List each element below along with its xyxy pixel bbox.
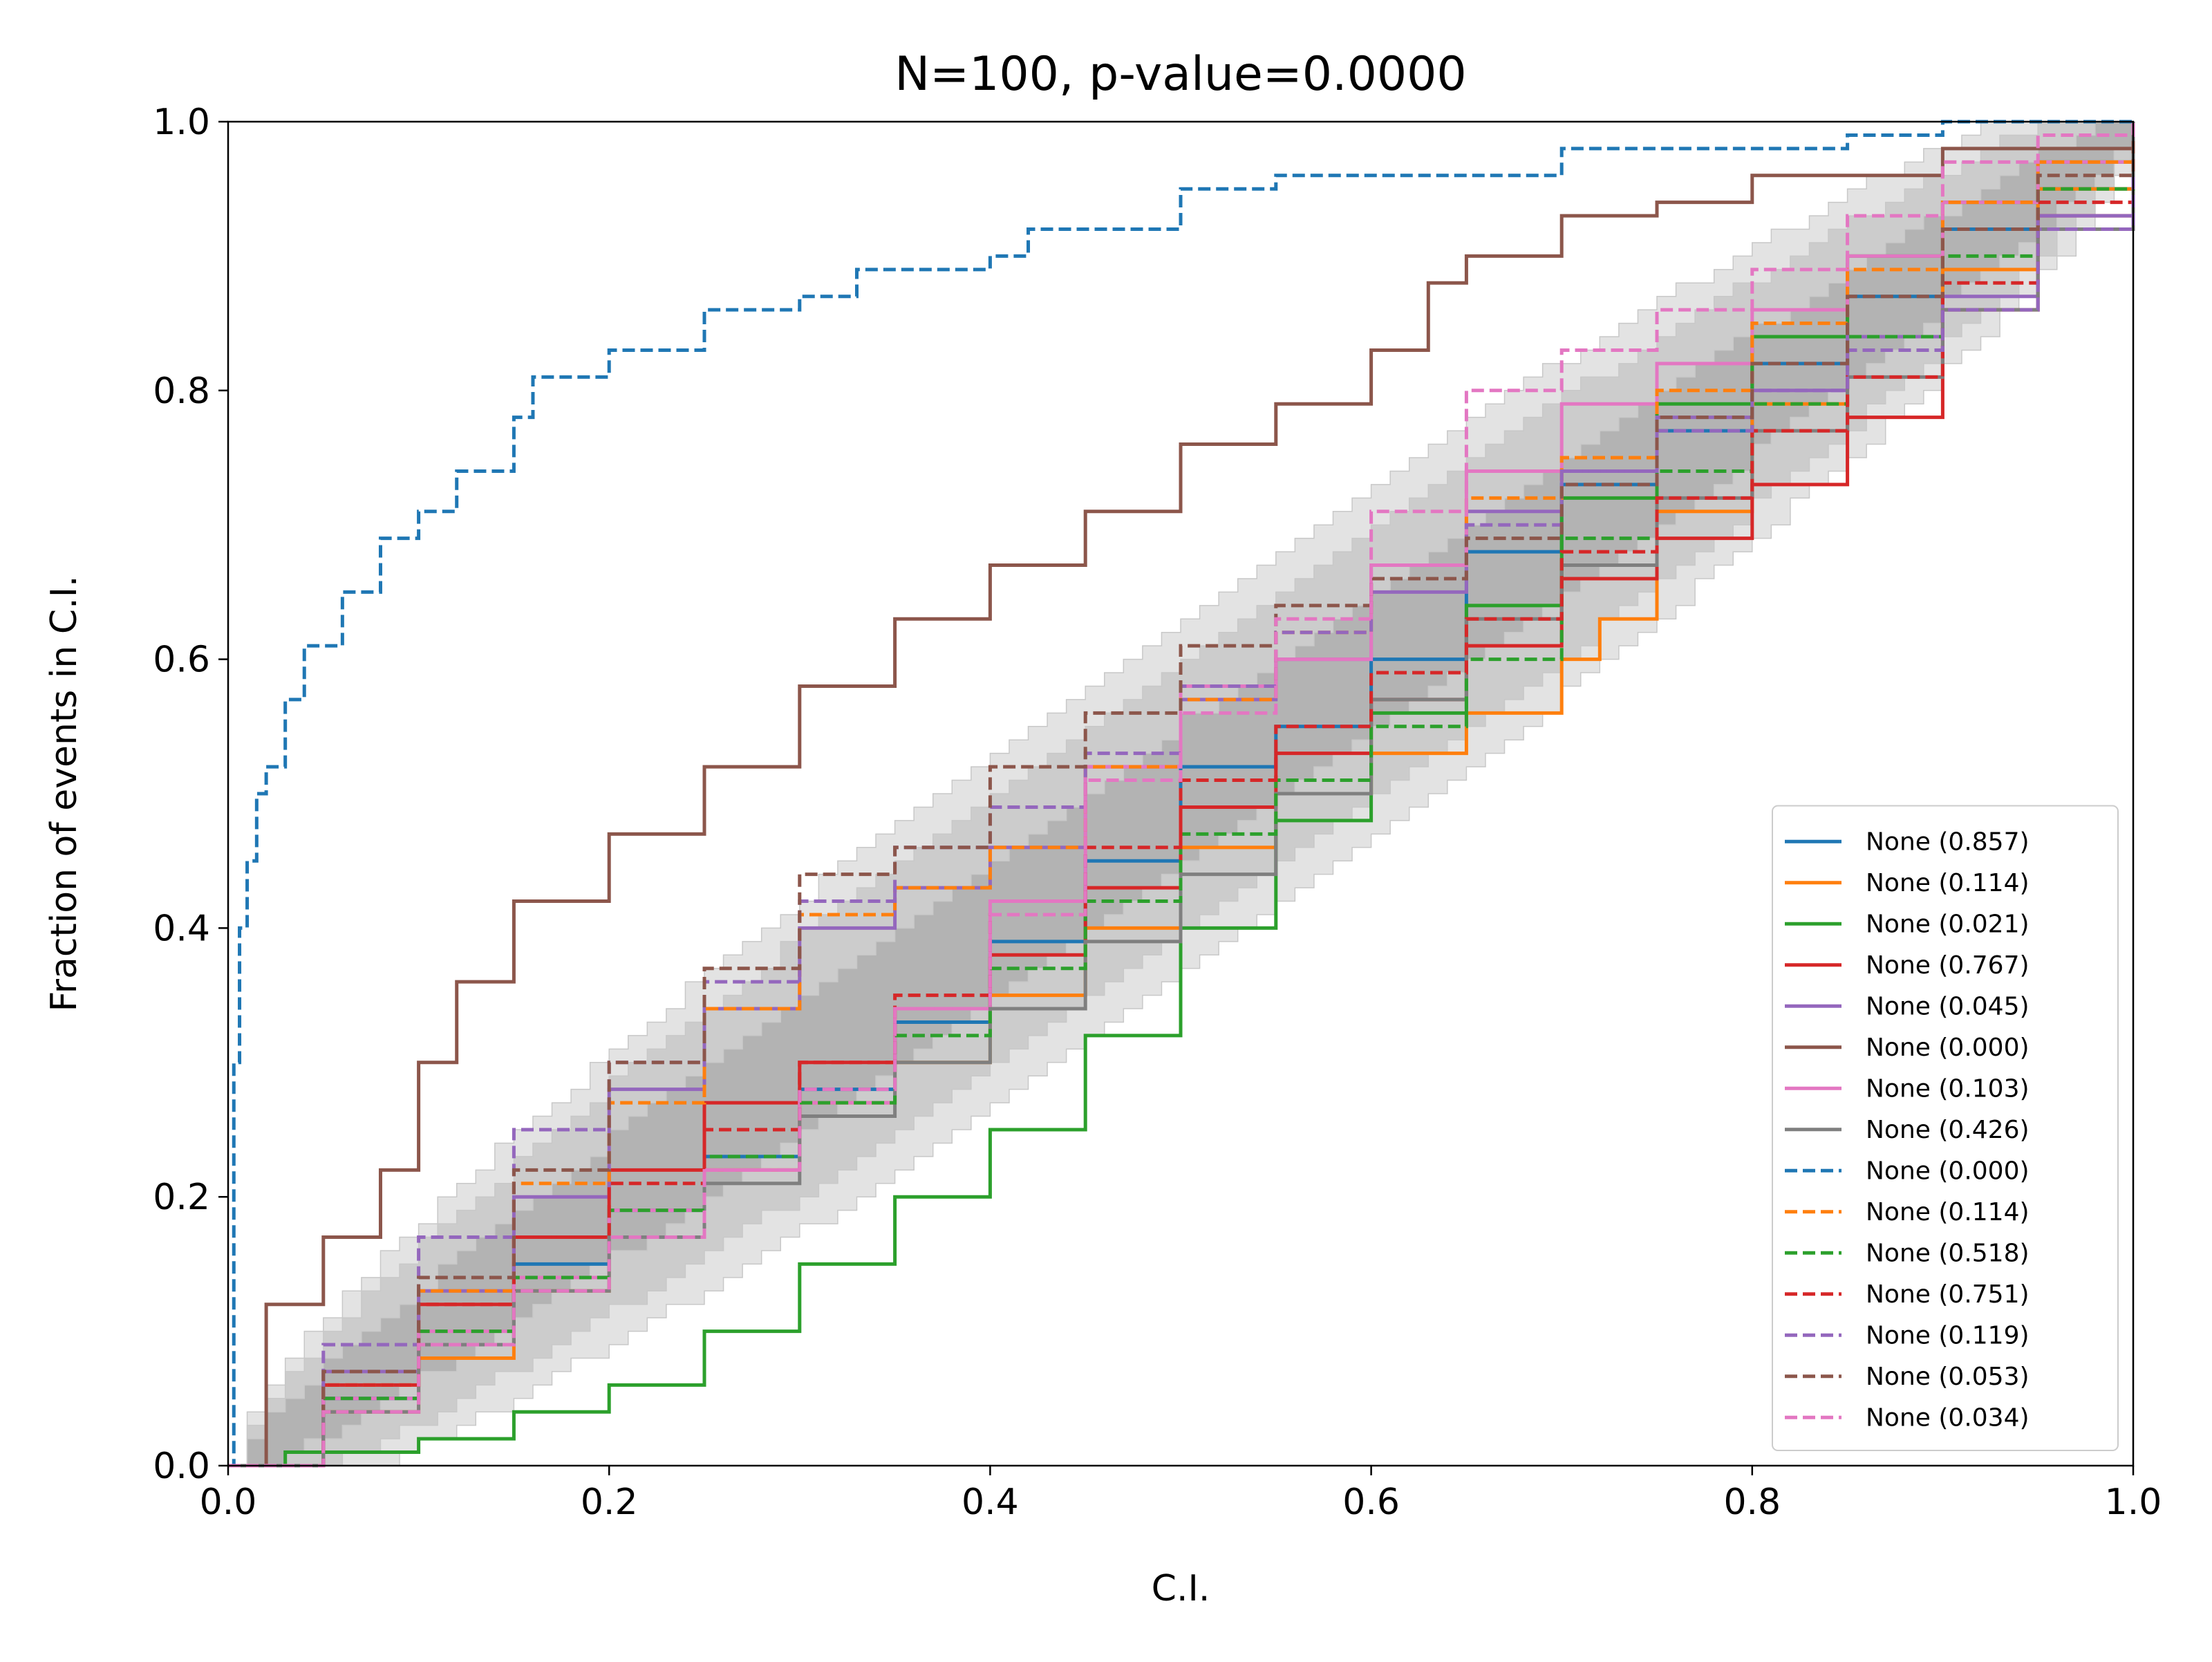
plot-frame xyxy=(227,120,2135,1467)
y-axis-label: Fraction of events in C.I. xyxy=(44,575,85,1011)
series-line-9 xyxy=(228,120,2133,1468)
x-tick-label: 0.0 xyxy=(200,1482,257,1523)
legend-label-4: None (0.767) xyxy=(1866,951,2030,980)
legend-label-12: None (0.751) xyxy=(1866,1280,2030,1309)
y-tick-label: 1.0 xyxy=(153,102,210,143)
y-tick-label: 0.6 xyxy=(153,639,210,681)
x-tick-label: 1.0 xyxy=(2105,1482,2162,1523)
series-line-14 xyxy=(228,122,2135,1468)
x-axis: 0.0 0.2 0.4 0.6 0.8 1.0 xyxy=(200,1466,2162,1523)
y-tick-label: 0.0 xyxy=(153,1446,210,1487)
series-lines xyxy=(228,120,2135,1468)
y-tick-label: 0.2 xyxy=(153,1177,210,1218)
legend-label-14: None (0.053) xyxy=(1866,1363,2030,1391)
legend-label-7: None (0.103) xyxy=(1866,1074,2030,1103)
legend-label-5: None (0.045) xyxy=(1866,992,2030,1020)
legend-label-8: None (0.426) xyxy=(1866,1116,2030,1144)
legend-label-15: None (0.034) xyxy=(1866,1403,2030,1432)
legend: None (0.857) None (0.114) None (0.021) None… xyxy=(1772,805,2119,1451)
legend-label-6: None (0.000) xyxy=(1866,1034,2030,1062)
series-line-6 xyxy=(228,122,2135,1468)
legend-box xyxy=(1772,805,2119,1451)
series-line-15 xyxy=(228,122,2135,1468)
legend-label-10: None (0.114) xyxy=(1866,1198,2030,1226)
y-tick-label: 0.4 xyxy=(153,908,210,949)
legend-label-3: None (0.021) xyxy=(1866,910,2030,938)
x-tick-label: 0.2 xyxy=(581,1482,638,1523)
x-axis-label: C.I. xyxy=(1152,1568,1210,1609)
legend-label-9: None (0.000) xyxy=(1866,1157,2030,1185)
legend-label-2: None (0.114) xyxy=(1866,869,2030,897)
legend-label-1: None (0.857) xyxy=(1866,828,2030,856)
y-tick-label: 0.8 xyxy=(153,371,210,412)
x-tick-label: 0.8 xyxy=(1723,1482,1781,1523)
x-tick-label: 0.4 xyxy=(962,1482,1019,1523)
legend-label-11: None (0.518) xyxy=(1866,1239,2030,1267)
chart-title: N=100, p-value=0.0000 xyxy=(894,47,1466,102)
x-tick-label: 0.6 xyxy=(1342,1482,1400,1523)
y-axis: 0.0 0.2 0.4 0.6 0.8 1.0 xyxy=(153,102,228,1487)
legend-label-13: None (0.119) xyxy=(1866,1321,2030,1350)
